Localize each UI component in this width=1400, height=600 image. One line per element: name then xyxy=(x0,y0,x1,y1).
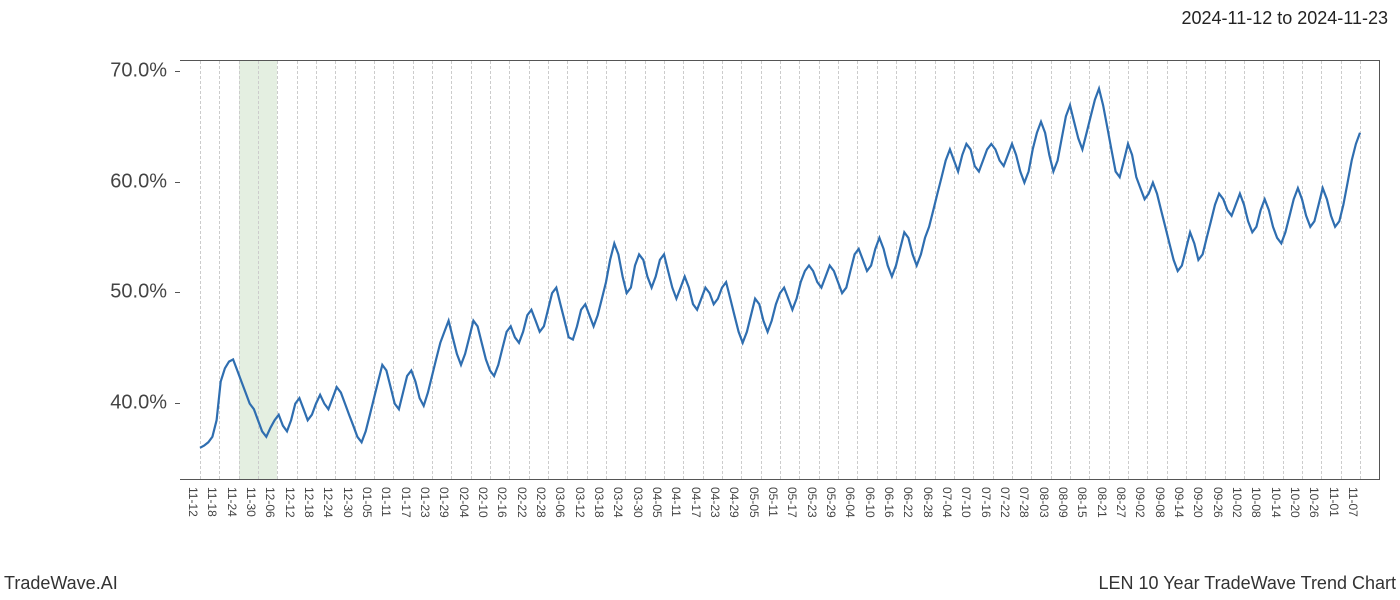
x-tick-label: 01-05 xyxy=(360,487,374,518)
x-tick-label: 04-23 xyxy=(708,487,722,518)
x-tick-label: 08-27 xyxy=(1114,487,1128,518)
x-axis: 11-12 11-18 11-24 11-30 12-06 12-12 12-18 12-24… xyxy=(180,485,1380,565)
x-tick-label: 10-08 xyxy=(1249,487,1263,518)
x-tick-label: 04-05 xyxy=(650,487,664,518)
x-tick-label: 12-06 xyxy=(263,487,277,518)
x-tick-label: 06-10 xyxy=(863,487,877,518)
x-tick-label: 09-14 xyxy=(1172,487,1186,518)
x-tick-label: 09-26 xyxy=(1211,487,1225,518)
x-tick-label: 07-04 xyxy=(940,487,954,518)
x-tick-label: 03-06 xyxy=(553,487,567,518)
x-tick-label: 05-11 xyxy=(766,487,780,517)
chart-plot-area xyxy=(180,60,1380,480)
y-tick-label: 50.0% xyxy=(110,281,167,304)
x-tick-label: 11-07 xyxy=(1346,487,1360,517)
footer-brand: TradeWave.AI xyxy=(4,573,118,594)
data-line xyxy=(200,89,1360,448)
y-tick-label: 60.0% xyxy=(110,170,167,193)
line-chart-svg xyxy=(180,61,1380,481)
x-tick-label: 08-09 xyxy=(1056,487,1070,518)
x-tick-label: 10-14 xyxy=(1269,487,1283,518)
x-tick-label: 05-05 xyxy=(747,487,761,518)
x-tick-label: 11-30 xyxy=(244,487,258,517)
y-tick-label: 70.0% xyxy=(110,60,167,83)
x-tick-label: 05-29 xyxy=(824,487,838,518)
x-tick-label: 02-28 xyxy=(534,487,548,518)
x-tick-label: 01-17 xyxy=(399,487,413,518)
x-tick-label: 01-11 xyxy=(379,487,393,517)
x-tick-label: 11-18 xyxy=(205,487,219,517)
date-range-label: 2024-11-12 to 2024-11-23 xyxy=(1182,8,1389,29)
x-tick-label: 01-23 xyxy=(418,487,432,518)
x-tick-label: 02-16 xyxy=(495,487,509,518)
x-tick-label: 03-18 xyxy=(592,487,606,518)
y-tick-label: 40.0% xyxy=(110,391,167,414)
x-tick-label: 01-29 xyxy=(437,487,451,518)
x-tick-label: 09-20 xyxy=(1191,487,1205,518)
x-tick-label: 07-16 xyxy=(979,487,993,518)
x-tick-label: 07-22 xyxy=(998,487,1012,518)
x-tick-label: 11-12 xyxy=(186,487,200,517)
x-tick-label: 02-10 xyxy=(476,487,490,518)
x-tick-label: 03-24 xyxy=(611,487,625,518)
x-tick-label: 12-18 xyxy=(302,487,316,518)
x-tick-label: 08-03 xyxy=(1037,487,1051,518)
x-tick-label: 02-04 xyxy=(457,487,471,518)
x-tick-label: 02-22 xyxy=(515,487,529,518)
x-tick-label: 10-02 xyxy=(1230,487,1244,518)
x-tick-label: 03-30 xyxy=(631,487,645,518)
footer-chart-title: LEN 10 Year TradeWave Trend Chart xyxy=(1098,573,1396,594)
x-tick-label: 06-04 xyxy=(843,487,857,518)
x-tick-label: 07-28 xyxy=(1017,487,1031,518)
x-tick-label: 04-29 xyxy=(727,487,741,518)
x-tick-label: 09-02 xyxy=(1133,487,1147,518)
y-axis: 40.0% 50.0% 60.0% 70.0% xyxy=(0,60,175,480)
x-tick-label: 11-01 xyxy=(1327,487,1341,517)
x-tick-label: 08-21 xyxy=(1095,487,1109,518)
x-tick-label: 06-28 xyxy=(921,487,935,518)
x-tick-label: 10-26 xyxy=(1307,487,1321,518)
x-tick-label: 04-17 xyxy=(689,487,703,518)
x-tick-label: 04-11 xyxy=(669,487,683,517)
x-tick-label: 10-20 xyxy=(1288,487,1302,518)
x-tick-label: 06-16 xyxy=(882,487,896,518)
x-tick-label: 09-08 xyxy=(1153,487,1167,518)
x-tick-label: 08-15 xyxy=(1075,487,1089,518)
x-tick-label: 12-24 xyxy=(321,487,335,518)
x-tick-label: 03-12 xyxy=(573,487,587,518)
x-tick-label: 06-22 xyxy=(901,487,915,518)
x-tick-label: 11-24 xyxy=(225,487,239,517)
x-tick-label: 05-17 xyxy=(785,487,799,518)
x-tick-label: 07-10 xyxy=(959,487,973,518)
x-tick-label: 05-23 xyxy=(805,487,819,518)
x-tick-label: 12-12 xyxy=(283,487,297,518)
x-tick-label: 12-30 xyxy=(341,487,355,518)
